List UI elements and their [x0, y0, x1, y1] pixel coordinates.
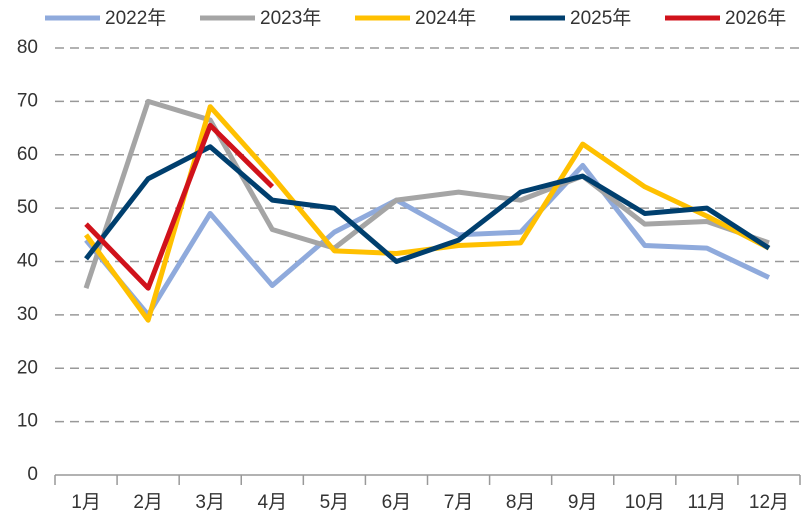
y-tick-label: 80 — [17, 37, 38, 58]
legend-label: 2025年 — [570, 7, 631, 29]
y-tick-label: 40 — [17, 251, 38, 272]
x-tick-label: 6月 — [382, 492, 412, 513]
x-tick-label: 4月 — [258, 492, 288, 513]
series-line — [84, 162, 771, 318]
x-tick-label: 5月 — [320, 492, 350, 513]
x-tick-label: 2月 — [133, 492, 163, 513]
x-tick-label: 10月 — [625, 492, 665, 513]
legend-label: 2023年 — [260, 7, 321, 29]
series-line — [83, 98, 770, 289]
x-tick-label: 7月 — [444, 492, 474, 513]
legend-label: 2024年 — [415, 7, 476, 29]
x-tick-label: 1月 — [71, 492, 101, 513]
y-tick-label: 0 — [27, 464, 38, 485]
legend-label: 2026年 — [725, 7, 786, 29]
y-tick-label: 30 — [17, 304, 38, 325]
x-tick-label: 8月 — [506, 492, 536, 513]
x-tick-label: 12月 — [749, 492, 789, 513]
y-tick-label: 20 — [17, 357, 38, 378]
legend-label: 2022年 — [105, 7, 166, 29]
y-tick-label: 70 — [17, 90, 38, 111]
y-tick-label: 50 — [17, 197, 38, 218]
x-tick-label: 9月 — [568, 492, 598, 513]
x-tick-label: 11月 — [688, 492, 727, 513]
x-tick-label: 3月 — [195, 492, 225, 513]
y-tick-label: 60 — [17, 144, 38, 165]
series-line — [84, 122, 275, 291]
y-tick-label: 10 — [17, 411, 38, 432]
